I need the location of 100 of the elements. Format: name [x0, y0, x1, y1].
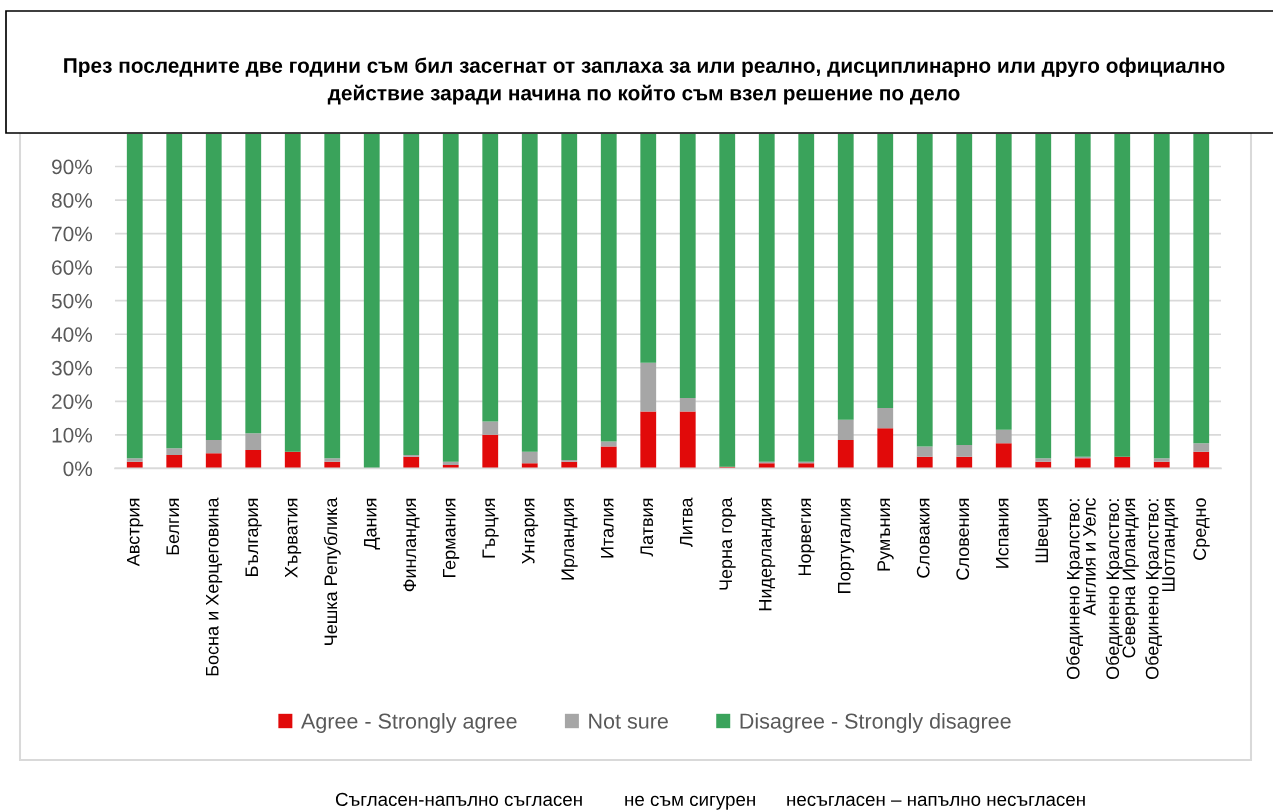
bar: [284, 451, 301, 469]
bar: [482, 421, 499, 435]
x-tick-label: Германия: [442, 498, 460, 578]
bar: [1035, 458, 1052, 462]
bar: [245, 133, 262, 434]
x-tick-label: Латвия: [640, 498, 654, 557]
x-tick-label: Словения: [956, 498, 970, 580]
bar: [166, 454, 183, 469]
bar: [798, 463, 815, 469]
legend-label: Not sure: [589, 713, 668, 729]
x-tick-label: Хърватия: [285, 498, 302, 578]
bar: [482, 133, 499, 422]
bar: [1114, 133, 1131, 457]
bar: [1153, 133, 1170, 459]
bar: [600, 446, 617, 469]
bar: [166, 448, 183, 455]
x-tick-label: Швеция: [1035, 498, 1052, 563]
y-tick-label: 90%: [52, 159, 93, 175]
bar: [956, 456, 973, 469]
bar: [758, 463, 775, 469]
x-tick-label: Босна и Херцеговина: [206, 497, 223, 676]
bar: [916, 446, 933, 457]
bar: [442, 461, 459, 466]
x-tick-label: Черна гора: [719, 497, 736, 590]
bar: [126, 133, 143, 459]
bar: [837, 133, 854, 420]
bar: [640, 133, 657, 363]
x-tick-label: Румъния: [877, 498, 894, 571]
bar: [521, 451, 538, 464]
bar: [1035, 133, 1052, 459]
bar: [166, 133, 183, 449]
x-tick-label: Дания: [364, 498, 381, 550]
x-tick-label: Финландия: [403, 498, 420, 592]
bar: [995, 133, 1012, 430]
chart-title: През последните две години съм бил засегнат от заплаха за или реално, дисциплинарно или друго официално действие заради начина по който съм взел решение по дело: [64, 57, 1225, 105]
x-tick-label: Средно: [1193, 498, 1210, 560]
x-tick-label: Унгария: [522, 498, 539, 564]
bar: [1114, 456, 1131, 469]
bar: [561, 461, 578, 469]
bar: [403, 133, 420, 455]
bar: [1193, 451, 1210, 469]
bar: [837, 439, 854, 469]
bar: [877, 133, 894, 409]
bar: [245, 433, 262, 450]
x-tick-label: Португалия: [838, 498, 855, 593]
text: не съм сигурен: [625, 795, 755, 810]
bar: [1193, 443, 1210, 452]
x-tick-label: Обединено Кралство: Северна Ирландия: [1105, 498, 1139, 680]
bar: [877, 428, 894, 469]
bar: [442, 133, 459, 462]
bar: [640, 362, 657, 412]
bar: [956, 133, 973, 445]
y-tick-label: 40%: [51, 327, 93, 342]
x-tick-label: Литва: [680, 497, 693, 548]
legend-label: Agree - Strongly agree: [301, 712, 517, 734]
bar: [679, 397, 696, 412]
bar: [916, 456, 933, 469]
bar: [956, 444, 973, 457]
bar: [600, 441, 617, 447]
bar: [1193, 133, 1210, 444]
bar: [324, 133, 341, 459]
bar: [521, 133, 538, 452]
x-tick-label: Обединено Кралство: Англия и Уелс: [1066, 498, 1096, 680]
bar: [877, 408, 894, 429]
x-tick-label: България: [245, 498, 262, 576]
y-tick-label: 60%: [52, 260, 93, 275]
bar: [126, 461, 143, 469]
bar: [205, 439, 222, 454]
y-tick-label: 20%: [52, 394, 93, 410]
bar: [837, 419, 854, 440]
bar: [442, 465, 459, 469]
bar: [1153, 458, 1170, 462]
bar: [284, 133, 301, 452]
x-tick-label: Ирландия: [561, 498, 578, 580]
text: Съгласен-напълно съгласен: [335, 792, 582, 807]
x-tick-label: Испания: [996, 498, 1009, 568]
bar: [995, 443, 1012, 469]
bar: [561, 133, 578, 461]
bar: [798, 133, 815, 462]
text: несъгласен – напълно несъгласен: [787, 795, 1085, 807]
bar: [995, 429, 1012, 444]
bar: [679, 411, 696, 469]
bar: [403, 456, 420, 469]
x-tick-label: Италия: [601, 498, 614, 558]
bar: [1074, 458, 1091, 469]
x-tick-label: Белгия: [166, 498, 180, 555]
bar: [245, 449, 262, 469]
y-tick-label: 0%: [63, 461, 93, 477]
x-tick-label: Чешка Република: [323, 497, 341, 645]
y-tick-label: 50%: [51, 293, 93, 309]
bar: [482, 434, 499, 469]
x-tick-label: Обединено Кралство: Шотландия: [1145, 498, 1179, 680]
bar: [363, 133, 380, 469]
y-tick-label: 10%: [52, 427, 93, 443]
bar: [205, 453, 222, 469]
bar: [1153, 461, 1170, 469]
x-tick-label: Норвегия: [798, 498, 815, 576]
y-tick-label: 80%: [51, 193, 93, 208]
bar: [600, 133, 617, 442]
bar: [324, 458, 341, 462]
